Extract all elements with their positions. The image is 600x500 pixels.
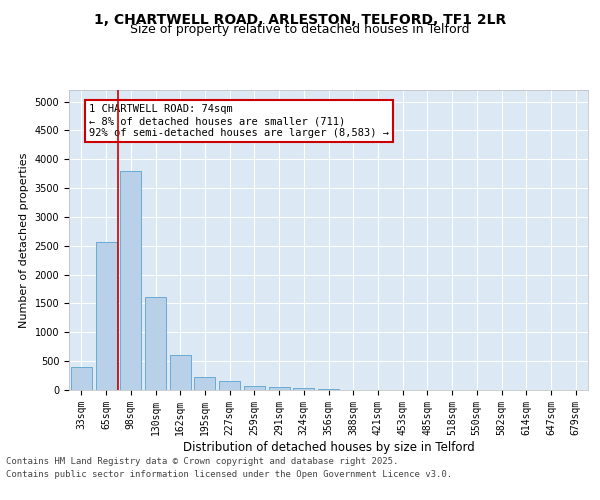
Text: Size of property relative to detached houses in Telford: Size of property relative to detached ho… [130,22,470,36]
Bar [95,242,116,390]
Bar [293,388,314,390]
Text: 1 CHARTWELL ROAD: 74sqm
← 8% of detached houses are smaller (711)
92% of semi-de: 1 CHARTWELL ROAD: 74sqm ← 8% of detached… [89,104,389,138]
Bar [145,296,166,390]
Text: Contains HM Land Registry data © Crown copyright and database right 2025.: Contains HM Land Registry data © Crown c… [6,458,398,466]
Bar [269,387,290,390]
Bar [244,386,265,390]
Bar [219,381,240,390]
Text: Contains public sector information licensed under the Open Government Licence v3: Contains public sector information licen… [6,470,452,479]
Y-axis label: Number of detached properties: Number of detached properties [19,152,29,328]
Bar [120,171,141,390]
Text: 1, CHARTWELL ROAD, ARLESTON, TELFORD, TF1 2LR: 1, CHARTWELL ROAD, ARLESTON, TELFORD, TF… [94,12,506,26]
Bar [170,355,191,390]
Bar [71,367,92,390]
Bar [194,378,215,390]
X-axis label: Distribution of detached houses by size in Telford: Distribution of detached houses by size … [182,440,475,454]
